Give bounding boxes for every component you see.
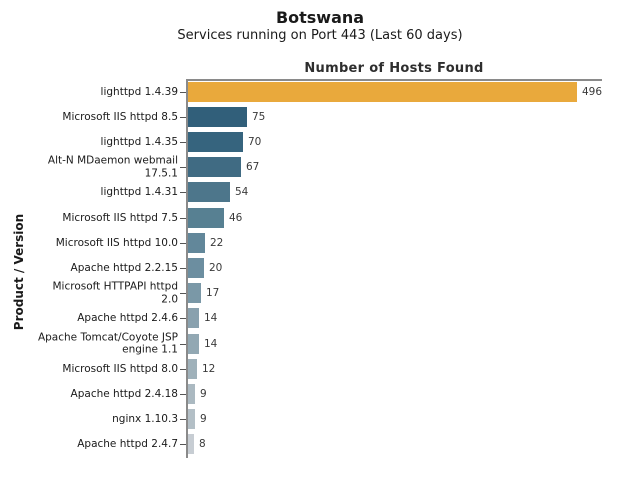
value-label: 67	[246, 161, 260, 174]
value-label: 17	[206, 287, 220, 300]
y-tick-mark	[180, 318, 186, 320]
category-label: lighttpd 1.4.31	[100, 186, 178, 199]
y-tick-mark	[180, 217, 186, 219]
category-label: nginx 1.10.3	[112, 413, 178, 425]
y-tick-mark	[180, 368, 186, 370]
category-label: Apache httpd 2.4.6	[77, 312, 178, 325]
bar	[188, 106, 247, 127]
y-tick-mark	[180, 116, 186, 118]
bar	[188, 308, 199, 329]
bar	[188, 207, 224, 228]
value-label: 12	[202, 362, 216, 375]
value-label: 46	[229, 211, 243, 224]
figure-title: Botswana	[275, 8, 365, 27]
value-label: 9	[200, 387, 207, 400]
value-label: 70	[248, 135, 262, 148]
bar-row: Apache Tomcat/Coyote JSP engine 1.1 14	[0, 331, 640, 356]
bar-row: Apache httpd 2.4.6 14	[0, 306, 640, 331]
bar-row: Apache httpd 2.2.15 20	[0, 255, 640, 280]
bar-row: lighttpd 1.4.39 496	[0, 79, 640, 104]
value-label: 496	[582, 85, 603, 98]
figure-subtitle: Services running on Port 443 (Last 60 da…	[177, 28, 463, 43]
value-label: 75	[252, 110, 266, 123]
value-label: 14	[204, 312, 218, 325]
category-label: Microsoft IIS httpd 8.5	[62, 110, 178, 123]
bar-row: Microsoft IIS httpd 8.0 12	[0, 356, 640, 381]
bar	[188, 257, 204, 278]
value-label: 20	[209, 261, 223, 274]
y-tick-mark	[180, 393, 186, 395]
bar	[188, 232, 205, 253]
category-label: lighttpd 1.4.35	[100, 135, 178, 148]
category-label: Microsoft IIS httpd 7.5	[62, 211, 178, 224]
y-tick-mark	[180, 91, 186, 93]
bar	[188, 358, 197, 379]
bar-row: Microsoft IIS httpd 10.0 22	[0, 230, 640, 255]
bar	[188, 182, 230, 203]
chart-title: Number of Hosts Found	[304, 61, 484, 76]
category-label: Microsoft IIS httpd 8.0	[62, 362, 178, 375]
bar	[188, 131, 243, 152]
category-label: Alt-N MDaemon webmail 17.5.1	[47, 154, 178, 180]
y-tick-mark	[180, 419, 186, 421]
y-tick-mark	[180, 267, 186, 269]
value-label: 22	[210, 236, 224, 249]
category-label: Apache httpd 2.4.7	[77, 438, 178, 451]
category-label: lighttpd 1.4.39	[100, 85, 178, 98]
y-tick-mark	[180, 343, 186, 345]
category-label: Microsoft IIS httpd 10.0	[55, 236, 178, 249]
bar-row: Apache httpd 2.4.18 9	[0, 381, 640, 406]
bar	[188, 333, 199, 354]
bar	[188, 434, 194, 455]
bar-row: Microsoft IIS httpd 7.5 46	[0, 205, 640, 230]
bar	[188, 157, 241, 178]
bar-row: lighttpd 1.4.31 54	[0, 180, 640, 205]
bar-row: nginx 1.10.3 9	[0, 407, 640, 432]
category-label: Microsoft HTTPAPI httpd 2.0	[52, 280, 179, 306]
bar-row: Apache httpd 2.4.7 8	[0, 432, 640, 457]
y-tick-mark	[180, 293, 186, 295]
y-tick-mark	[180, 167, 186, 169]
bar	[188, 409, 195, 430]
y-tick-mark	[180, 141, 186, 143]
bar	[188, 383, 195, 404]
category-label: Apache httpd 2.4.18	[70, 387, 178, 400]
category-label: Apache httpd 2.2.15	[70, 261, 178, 274]
bar-row: lighttpd 1.4.35 70	[0, 129, 640, 154]
y-tick-mark	[180, 242, 186, 244]
y-tick-mark	[180, 444, 186, 446]
bar	[188, 283, 201, 304]
axes-spines	[186, 79, 602, 458]
value-label: 9	[200, 413, 207, 426]
y-tick-mark	[180, 192, 186, 194]
bar-row: Microsoft HTTPAPI httpd 2.0 17	[0, 281, 640, 306]
value-label: 14	[204, 337, 218, 350]
bar	[188, 81, 577, 102]
value-label: 8	[199, 438, 206, 451]
value-label: 54	[235, 186, 249, 199]
bar-row: Alt-N MDaemon webmail 17.5.1 67	[0, 155, 640, 180]
bar-row: Microsoft IIS httpd 8.5 75	[0, 104, 640, 129]
category-label: Apache Tomcat/Coyote JSP engine 1.1	[37, 331, 178, 356]
